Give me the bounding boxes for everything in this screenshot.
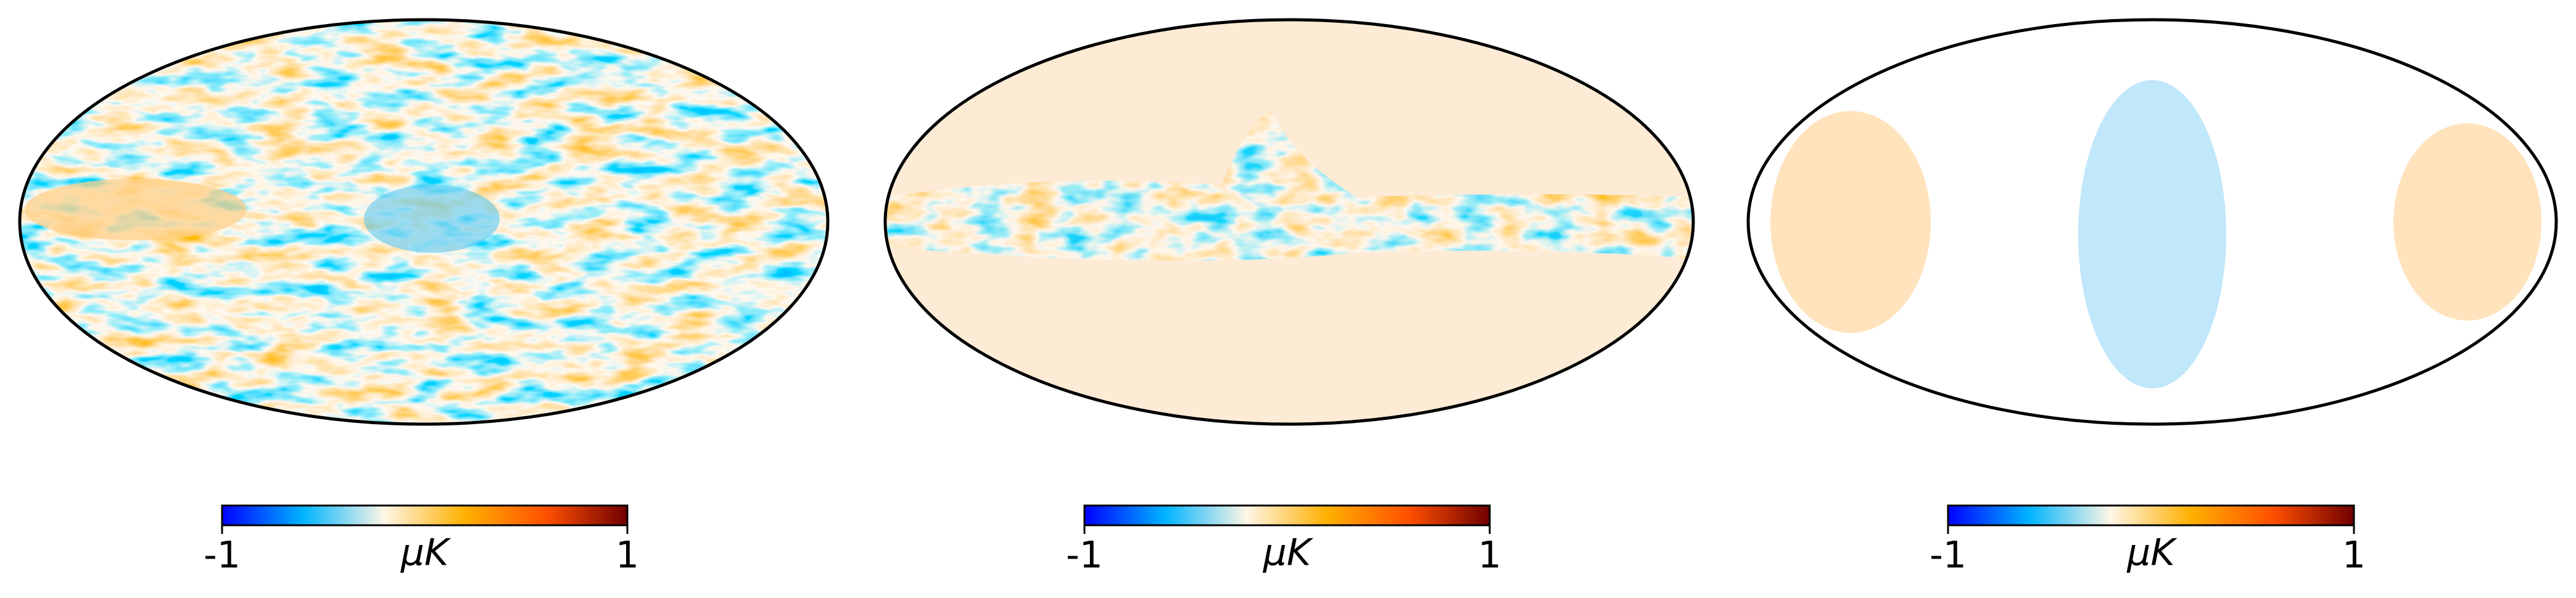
sky-map xyxy=(1770,80,2541,388)
colorbar-label: μK xyxy=(1263,531,1314,575)
tick-label: -1 xyxy=(1066,534,1103,577)
colorbar-label: μK xyxy=(400,531,452,575)
sky-map xyxy=(885,20,1693,424)
map-outline xyxy=(883,18,1695,426)
colorbar xyxy=(1947,504,2355,526)
tick-label: -1 xyxy=(204,534,241,577)
colorbar xyxy=(221,504,629,526)
tick-label: 1 xyxy=(616,534,639,577)
colorbar-label: μK xyxy=(2126,531,2178,575)
sky-map xyxy=(20,20,828,424)
tick-label: -1 xyxy=(1930,534,1967,577)
map-outline xyxy=(18,18,830,426)
tick-label: 1 xyxy=(2342,534,2366,577)
tick-label: 1 xyxy=(1478,534,1501,577)
colorbar xyxy=(1083,504,1491,526)
map-outline xyxy=(1746,18,2558,426)
